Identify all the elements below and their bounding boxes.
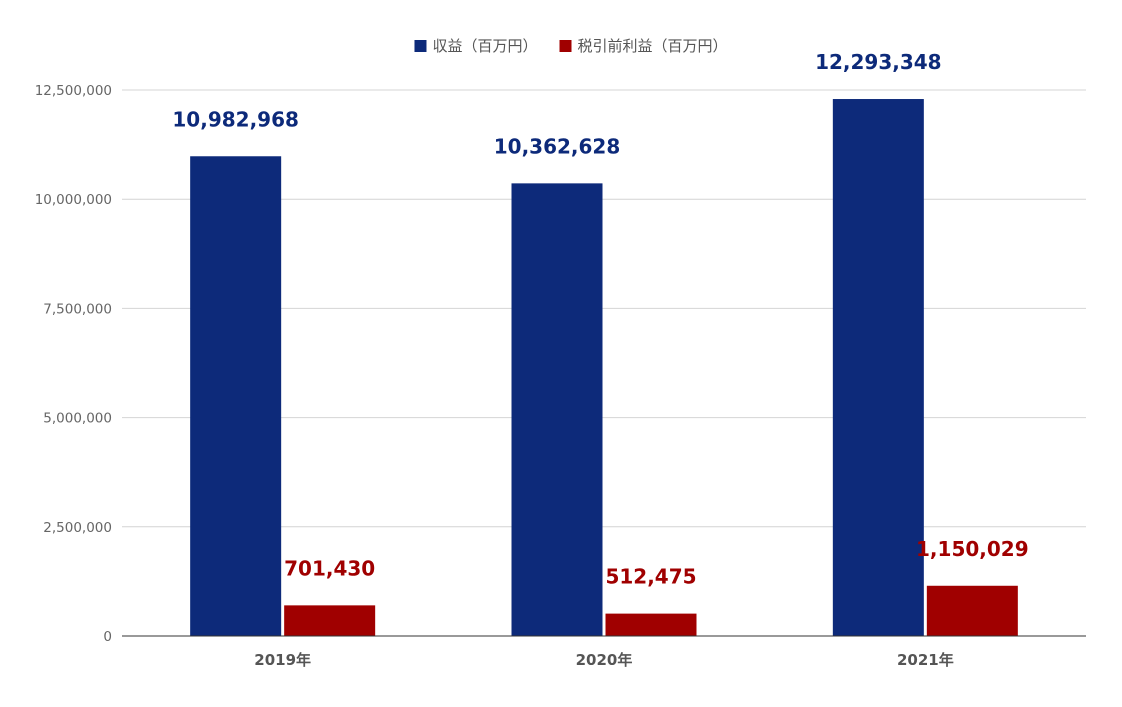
- bar-pretax-profit: [926, 585, 1018, 636]
- data-labels: 10,982,968 701,430 10,362,628 512,475 12,293…: [172, 50, 1028, 589]
- data-label: 10,982,968: [172, 107, 299, 131]
- y-tick-label: 5,000,000: [43, 411, 112, 427]
- data-label: 1,150,029: [916, 537, 1029, 561]
- legend-swatch: [559, 40, 572, 52]
- legend-swatch: [414, 40, 427, 52]
- x-tick-label: 2019年: [254, 651, 311, 669]
- data-label: 10,362,628: [494, 134, 621, 158]
- bar-revenue: [832, 99, 924, 637]
- y-tick-label: 12,500,000: [35, 83, 112, 99]
- legend-item: 収益（百万円）: [414, 37, 538, 55]
- y-tick-label: 2,500,000: [43, 520, 112, 536]
- y-tick-label: 10,000,000: [35, 192, 112, 208]
- bars: [190, 99, 1018, 637]
- legend: 収益（百万円） 税引前利益（百万円）: [414, 37, 728, 55]
- bar-revenue: [511, 183, 603, 636]
- bar-pretax-profit: [605, 613, 697, 636]
- data-label: 12,293,348: [815, 50, 942, 74]
- gridlines: [122, 89, 1086, 528]
- x-tick-label: 2021年: [897, 651, 954, 669]
- data-label: 701,430: [284, 556, 375, 580]
- legend-item: 税引前利益（百万円）: [559, 37, 728, 55]
- y-tick-label: 7,500,000: [43, 301, 112, 317]
- y-axis: 0 2,500,000 5,000,000 7,500,000 10,000,000 12…: [35, 83, 112, 645]
- legend-label: 収益（百万円）: [432, 37, 537, 55]
- legend-label: 税引前利益（百万円）: [578, 37, 728, 55]
- y-tick-label: 0: [103, 629, 112, 645]
- data-label: 512,475: [605, 565, 696, 589]
- bar-pretax-profit: [284, 605, 376, 636]
- x-axis: 2019年 2020年 2021年: [122, 635, 1086, 669]
- bar-revenue: [190, 156, 282, 636]
- x-tick-label: 2020年: [576, 651, 633, 669]
